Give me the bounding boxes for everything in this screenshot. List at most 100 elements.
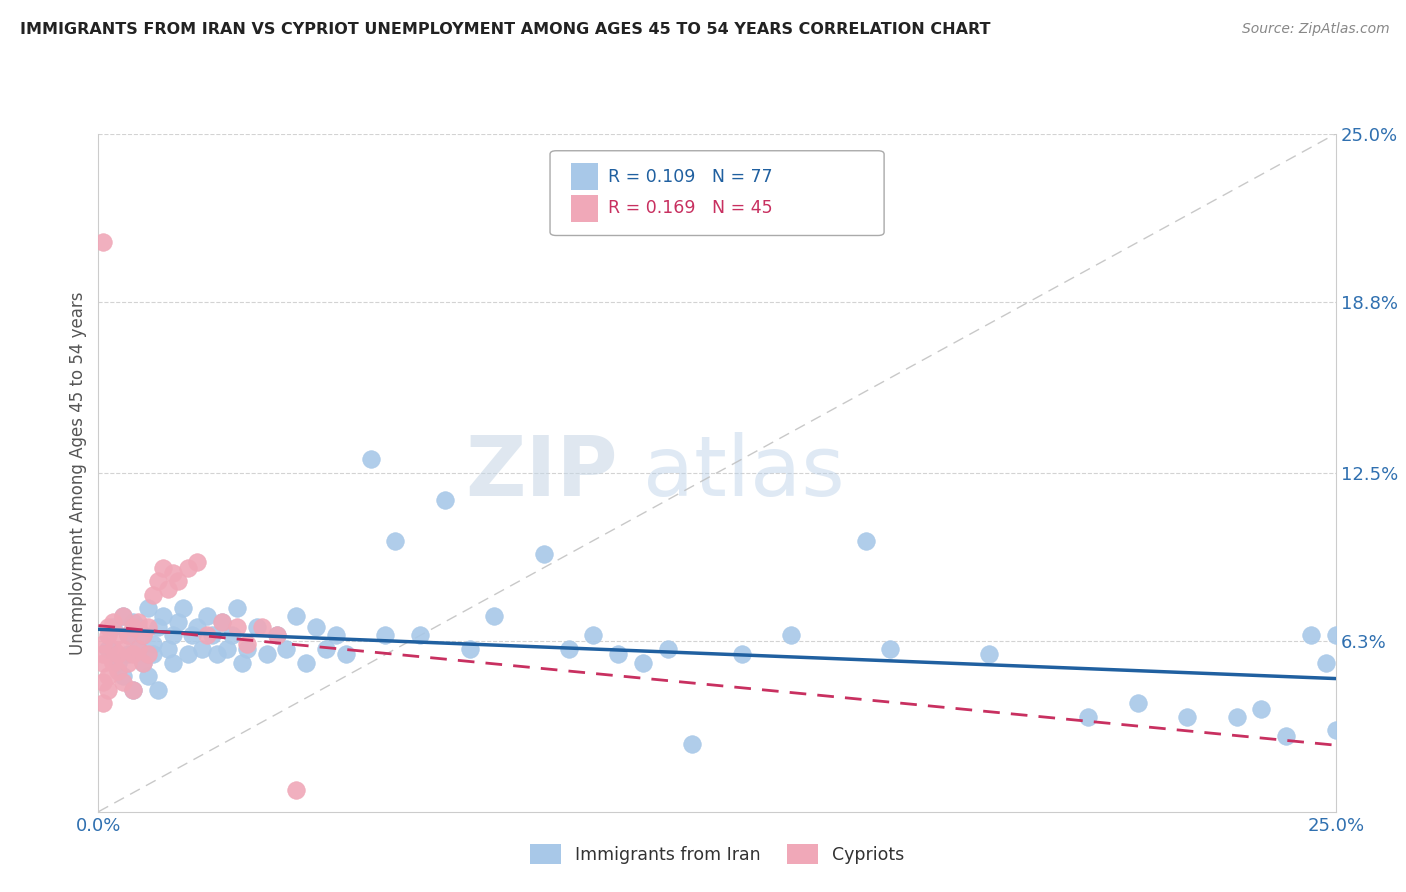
Legend: Immigrants from Iran, Cypriots: Immigrants from Iran, Cypriots (523, 837, 911, 871)
Point (162, 656, 184, 670)
Point (186, 620, 208, 634)
Point (146, 682, 169, 697)
Point (315, 642, 337, 657)
Point (152, 560, 174, 574)
Point (226, 601, 249, 615)
Point (335, 648, 357, 662)
Point (195, 628, 218, 642)
Point (409, 628, 432, 642)
Point (166, 574, 188, 589)
Point (103, 642, 125, 657)
Point (107, 656, 129, 670)
Point (112, 609, 135, 624)
Text: R = 0.169   N = 45: R = 0.169 N = 45 (609, 200, 773, 218)
Point (285, 609, 308, 624)
Point (127, 642, 149, 657)
Point (231, 656, 253, 670)
Point (146, 574, 169, 589)
Point (458, 642, 481, 657)
Point (132, 656, 155, 670)
Point (93, 674, 115, 689)
Point (433, 492, 456, 507)
Point (132, 628, 155, 642)
Point (205, 648, 228, 662)
Point (1324, 628, 1347, 642)
Point (97, 682, 120, 697)
Bar (571, 163, 599, 190)
Point (107, 628, 129, 642)
Point (97, 628, 120, 642)
Point (93, 648, 115, 662)
Point (186, 555, 208, 569)
Point (136, 669, 159, 683)
Point (1175, 710, 1198, 724)
Point (384, 533, 406, 548)
Point (122, 648, 145, 662)
Text: R = 0.109   N = 77: R = 0.109 N = 77 (609, 168, 773, 186)
Point (557, 642, 579, 657)
Point (266, 628, 288, 642)
Point (631, 656, 654, 670)
Point (122, 682, 145, 697)
Point (855, 533, 877, 548)
Point (250, 620, 273, 634)
Point (117, 628, 139, 642)
Point (112, 642, 135, 657)
Point (979, 648, 1001, 662)
Point (142, 588, 165, 602)
Point (103, 615, 125, 629)
Point (295, 656, 318, 670)
Y-axis label: Unemployment Among Ages 45 to 54 years: Unemployment Among Ages 45 to 54 years (69, 291, 87, 655)
Point (1077, 710, 1099, 724)
Point (127, 615, 149, 629)
Point (1315, 656, 1337, 670)
Point (112, 609, 135, 624)
Point (195, 609, 218, 624)
Point (93, 235, 115, 250)
Point (217, 642, 239, 657)
Point (97, 620, 120, 634)
Point (127, 642, 149, 657)
Point (122, 620, 145, 634)
Point (256, 648, 278, 662)
Point (325, 628, 347, 642)
Point (731, 648, 754, 662)
Point (103, 620, 125, 634)
Point (211, 615, 233, 629)
Point (97, 669, 120, 683)
Text: IMMIGRANTS FROM IRAN VS CYPRIOT UNEMPLOYMENT AMONG AGES 45 TO 54 YEARS CORRELATI: IMMIGRANTS FROM IRAN VS CYPRIOT UNEMPLOY… (20, 22, 990, 37)
Point (236, 642, 259, 657)
FancyBboxPatch shape (550, 151, 884, 235)
Point (97, 642, 120, 657)
Point (276, 642, 298, 657)
Point (156, 582, 179, 597)
Bar (571, 194, 599, 222)
Point (152, 609, 174, 624)
Point (360, 452, 382, 467)
Point (176, 560, 198, 574)
Point (117, 656, 139, 670)
Point (117, 648, 139, 662)
Point (879, 642, 901, 657)
Point (103, 656, 125, 670)
Point (201, 628, 224, 642)
Point (107, 664, 129, 678)
Point (221, 628, 243, 642)
Point (226, 620, 249, 634)
Point (582, 628, 605, 642)
Point (1226, 710, 1249, 724)
Text: Source: ZipAtlas.com: Source: ZipAtlas.com (1241, 22, 1389, 37)
Point (266, 628, 288, 642)
Point (533, 547, 555, 561)
Point (484, 609, 506, 624)
Point (1275, 729, 1298, 743)
Point (285, 783, 308, 797)
Point (142, 648, 165, 662)
Point (162, 566, 184, 580)
Point (191, 642, 214, 657)
Point (172, 601, 194, 615)
Point (93, 656, 115, 670)
Point (166, 615, 188, 629)
Text: atlas: atlas (643, 433, 845, 513)
Point (780, 628, 803, 642)
